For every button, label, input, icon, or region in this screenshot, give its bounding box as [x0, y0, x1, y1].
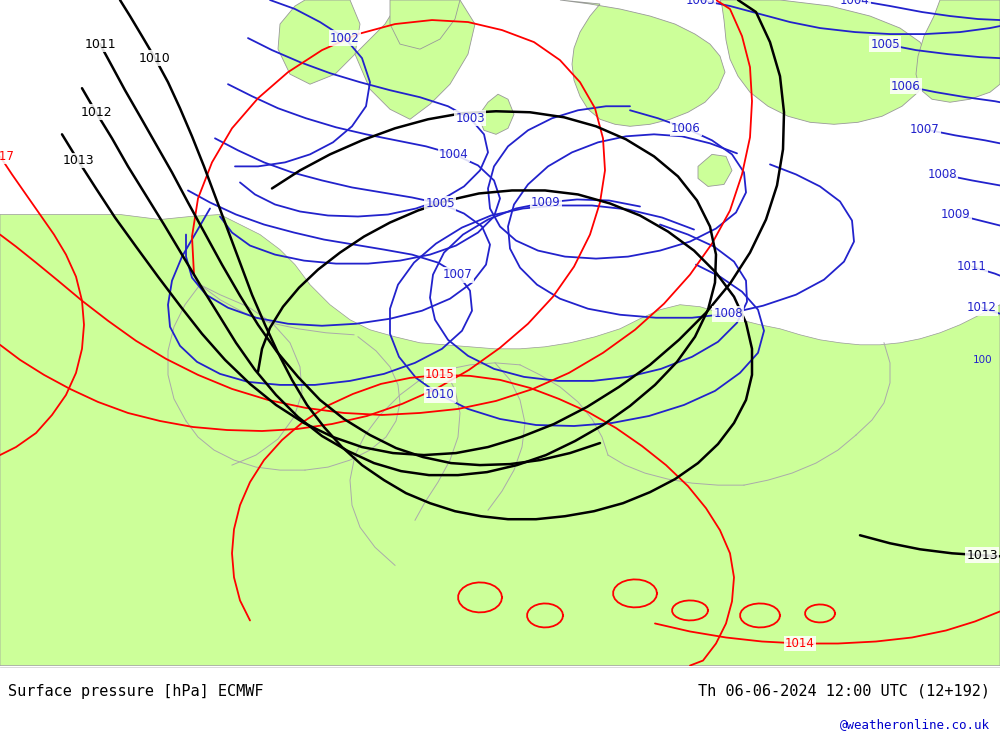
Text: 1006: 1006	[671, 122, 701, 135]
Polygon shape	[916, 0, 1000, 102]
Text: 1008: 1008	[713, 307, 743, 320]
Polygon shape	[698, 155, 732, 186]
Polygon shape	[478, 95, 514, 134]
Text: 1009: 1009	[531, 196, 561, 209]
Text: 1007: 1007	[443, 268, 473, 281]
Text: 1005: 1005	[425, 197, 455, 210]
Text: 1004: 1004	[439, 148, 469, 161]
Polygon shape	[720, 0, 930, 125]
Text: 1011: 1011	[84, 37, 116, 51]
Text: 1014: 1014	[785, 637, 815, 650]
Text: 1012: 1012	[80, 106, 112, 119]
Text: 100: 100	[972, 355, 992, 365]
Polygon shape	[560, 0, 725, 126]
Text: 1004: 1004	[840, 0, 870, 7]
Text: 1013: 1013	[966, 549, 998, 561]
Text: 1015: 1015	[425, 369, 455, 381]
Text: Surface pressure [hPa] ECMWF: Surface pressure [hPa] ECMWF	[8, 684, 264, 699]
Text: 1008: 1008	[927, 168, 957, 181]
Text: 1010: 1010	[425, 388, 455, 402]
Text: 1011: 1011	[957, 260, 987, 273]
Text: 1002: 1002	[330, 32, 360, 45]
Text: 1013: 1013	[62, 154, 94, 167]
Text: 1005: 1005	[870, 37, 900, 51]
Text: 1009: 1009	[941, 208, 971, 221]
Text: 1007: 1007	[910, 123, 940, 136]
Polygon shape	[278, 0, 360, 84]
Text: 1017: 1017	[0, 150, 15, 163]
Polygon shape	[0, 215, 1000, 666]
Text: @weatheronline.co.uk: @weatheronline.co.uk	[840, 718, 990, 732]
Text: 1012: 1012	[967, 301, 997, 314]
Text: 1006: 1006	[891, 80, 921, 92]
Text: Th 06-06-2024 12:00 UTC (12+192): Th 06-06-2024 12:00 UTC (12+192)	[698, 684, 990, 699]
Polygon shape	[390, 0, 460, 49]
Text: 1003: 1003	[455, 111, 485, 125]
Text: 1010: 1010	[139, 51, 171, 65]
Polygon shape	[355, 0, 475, 119]
Text: 1003: 1003	[685, 0, 715, 7]
